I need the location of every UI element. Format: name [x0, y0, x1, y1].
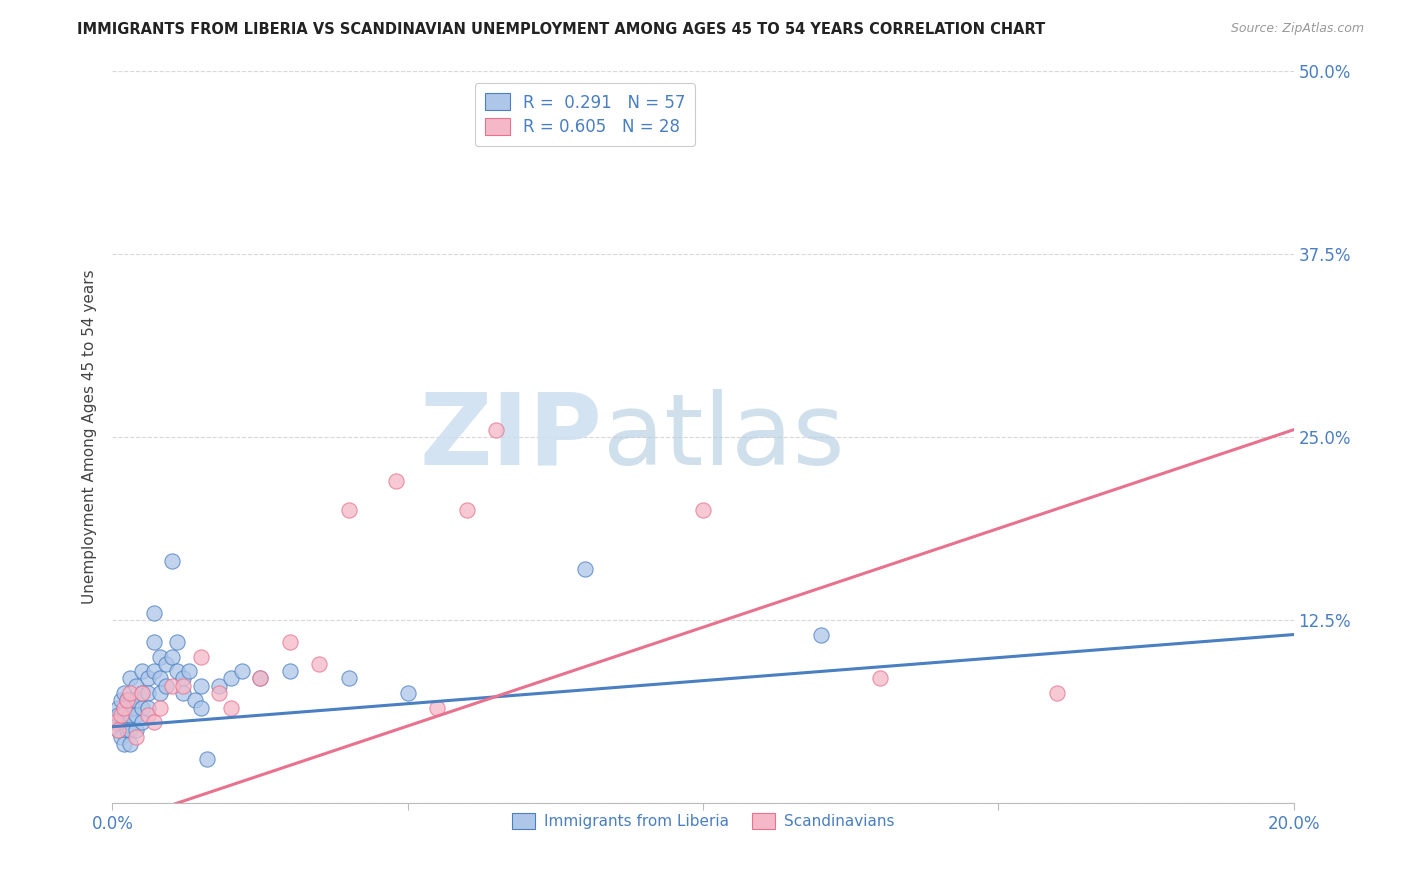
Point	[278, 664, 301, 678]
Point	[122, 700, 145, 714]
Point	[142, 606, 165, 620]
Point	[120, 672, 142, 686]
Point	[396, 686, 419, 700]
Point	[249, 672, 271, 686]
Point	[136, 700, 159, 714]
Point	[219, 700, 242, 714]
Y-axis label: Unemployment Among Ages 45 to 54 years: Unemployment Among Ages 45 to 54 years	[82, 269, 97, 605]
Point	[190, 649, 212, 664]
Point	[125, 693, 148, 707]
Point	[125, 730, 148, 744]
Point	[117, 693, 138, 707]
Text: atlas: atlas	[603, 389, 844, 485]
Point	[110, 693, 132, 707]
Point	[172, 672, 194, 686]
Point	[107, 708, 129, 723]
Point	[142, 635, 165, 649]
Point	[337, 672, 360, 686]
Point	[456, 503, 478, 517]
Point	[107, 723, 129, 737]
Point	[107, 700, 129, 714]
Point	[337, 503, 360, 517]
Point	[104, 715, 127, 730]
Point	[110, 708, 132, 723]
Point	[485, 423, 508, 437]
Point	[172, 679, 194, 693]
Point	[155, 657, 177, 671]
Point	[172, 686, 194, 700]
Point	[125, 679, 148, 693]
Point	[112, 686, 135, 700]
Point	[426, 700, 449, 714]
Point	[231, 664, 253, 678]
Point	[385, 474, 408, 488]
Point	[692, 503, 714, 517]
Point	[574, 562, 596, 576]
Point	[104, 715, 127, 730]
Point	[190, 679, 212, 693]
Point	[160, 679, 183, 693]
Point	[136, 686, 159, 700]
Point	[125, 708, 148, 723]
Point	[142, 715, 165, 730]
Point	[110, 730, 132, 744]
Point	[120, 686, 142, 700]
Legend: Immigrants from Liberia, Scandinavians: Immigrants from Liberia, Scandinavians	[506, 807, 900, 836]
Point	[131, 686, 153, 700]
Point	[149, 672, 172, 686]
Point	[117, 723, 138, 737]
Point	[131, 715, 153, 730]
Point	[117, 693, 138, 707]
Point	[308, 657, 330, 671]
Text: IMMIGRANTS FROM LIBERIA VS SCANDINAVIAN UNEMPLOYMENT AMONG AGES 45 TO 54 YEARS C: IMMIGRANTS FROM LIBERIA VS SCANDINAVIAN …	[77, 22, 1046, 37]
Point	[190, 700, 212, 714]
Point	[120, 737, 142, 751]
Point	[112, 700, 135, 714]
Point	[125, 723, 148, 737]
Point	[131, 686, 153, 700]
Point	[219, 672, 242, 686]
Point	[249, 672, 271, 686]
Point	[166, 664, 188, 678]
Point	[179, 664, 201, 678]
Point	[810, 627, 832, 641]
Point	[120, 723, 142, 737]
Text: ZIP: ZIP	[420, 389, 603, 485]
Point	[160, 649, 183, 664]
Point	[208, 679, 231, 693]
Point	[208, 686, 231, 700]
Point	[160, 554, 183, 568]
Point	[149, 700, 172, 714]
Point	[112, 715, 135, 730]
Point	[142, 664, 165, 678]
Point	[1046, 686, 1069, 700]
Point	[136, 672, 159, 686]
Point	[166, 635, 188, 649]
Point	[120, 693, 142, 707]
Point	[278, 635, 301, 649]
Point	[184, 693, 207, 707]
Point	[155, 679, 177, 693]
Point	[149, 649, 172, 664]
Point	[149, 686, 172, 700]
Text: Source: ZipAtlas.com: Source: ZipAtlas.com	[1230, 22, 1364, 36]
Point	[195, 752, 218, 766]
Point	[112, 708, 135, 723]
Point	[131, 664, 153, 678]
Point	[574, 94, 596, 108]
Point	[131, 700, 153, 714]
Point	[112, 737, 135, 751]
Point	[869, 672, 891, 686]
Point	[120, 708, 142, 723]
Point	[107, 723, 129, 737]
Point	[136, 708, 159, 723]
